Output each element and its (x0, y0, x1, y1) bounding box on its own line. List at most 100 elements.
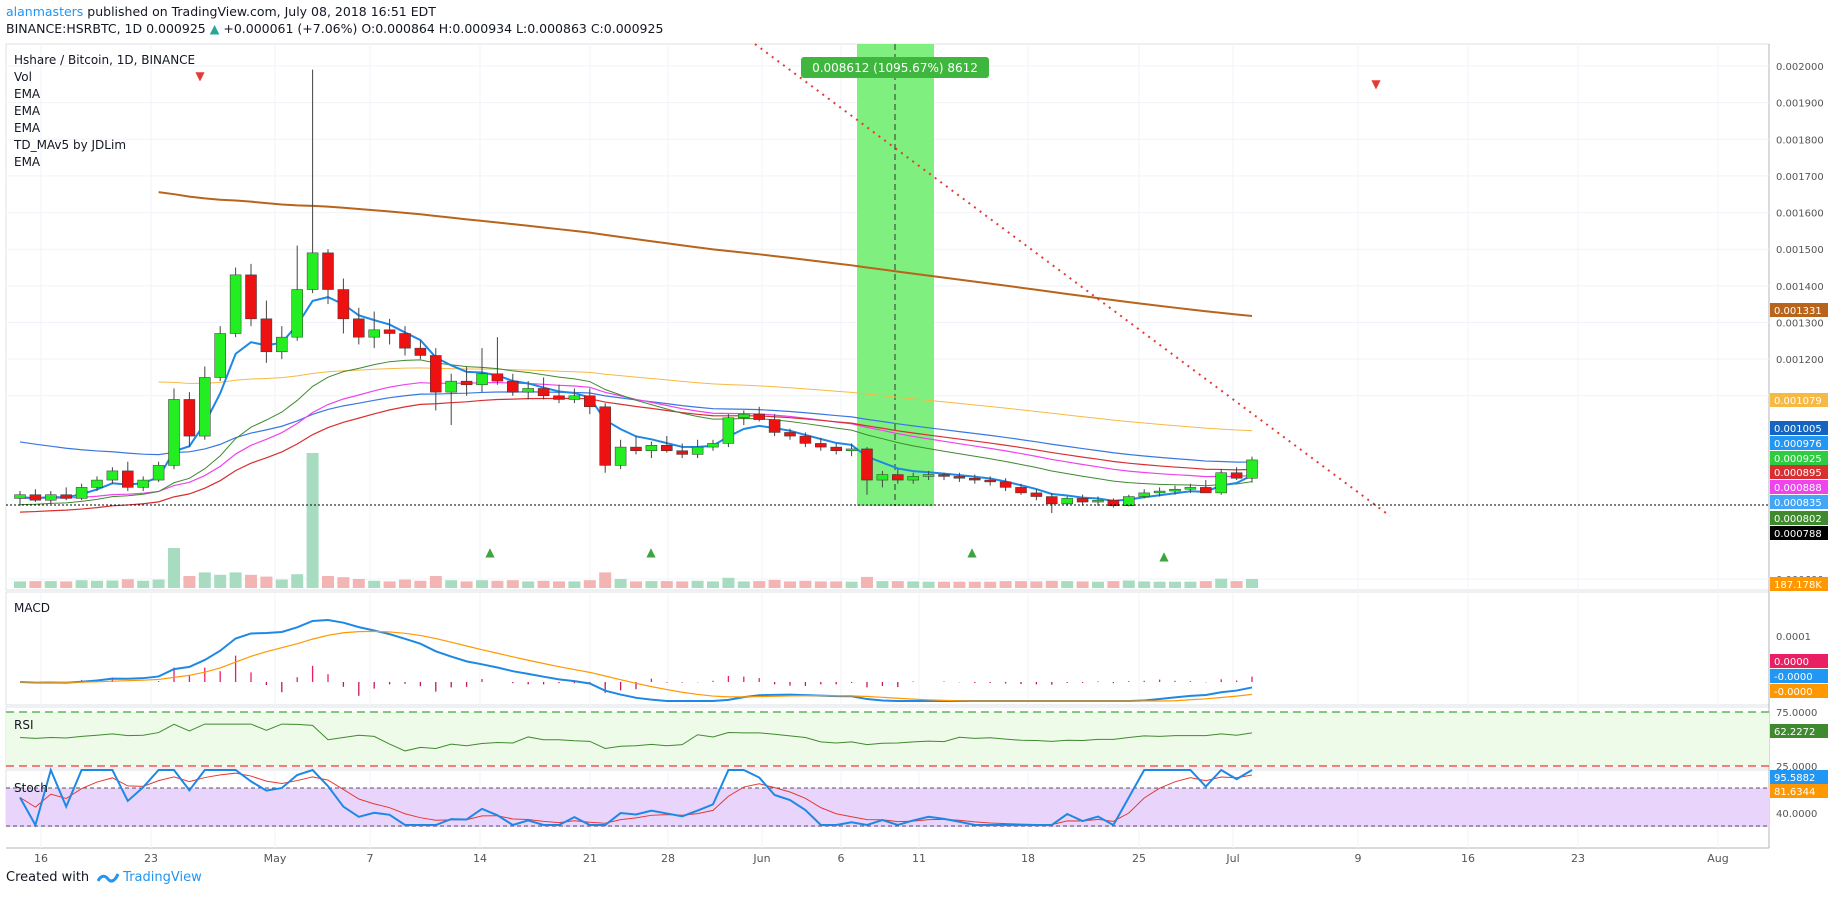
volume-bar (707, 581, 719, 588)
volume-bar (814, 581, 827, 588)
volume-bar (152, 579, 165, 588)
x-tick-label: 11 (912, 852, 926, 865)
y-tick-label: 0.001800 (1776, 135, 1824, 146)
volume-bar (660, 581, 673, 588)
tradingview-link[interactable]: TradingView (97, 870, 202, 885)
candle-down (584, 395, 596, 408)
volume-bar (861, 576, 873, 588)
volume-bar (799, 580, 812, 588)
volume-bar (1061, 581, 1074, 588)
volume-bar (1199, 581, 1212, 588)
macd-tag-bg (1770, 654, 1828, 668)
buy-arrow-icon: ▲ (967, 545, 977, 559)
rsi-line (19, 723, 1253, 752)
candle-down (999, 481, 1012, 488)
volume-bar (60, 581, 73, 588)
volume-bar (1230, 581, 1243, 588)
price-tag: 0.000976 (1774, 439, 1822, 450)
price-tag: 0.000802 (1774, 514, 1822, 525)
candle-down (537, 388, 550, 397)
macd-tag-bg (1770, 669, 1828, 683)
volume-bar (198, 572, 211, 588)
candle-up (276, 336, 288, 353)
legend-item[interactable]: TD_MAv5 by JDLim (13, 138, 126, 152)
candle-up (445, 380, 457, 393)
y-tick-label: 0.002000 (1776, 62, 1824, 73)
legend-item[interactable]: EMA (14, 121, 41, 135)
price-tag-bg (1770, 577, 1828, 591)
volume-bar (984, 581, 997, 588)
candle-down (183, 399, 196, 437)
candle-up (291, 289, 303, 338)
volume-bar (1122, 580, 1135, 588)
trendline[interactable] (754, 43, 1391, 517)
candle-up (91, 479, 103, 488)
volume-bar (137, 580, 150, 588)
legend-item[interactable]: Vol (14, 70, 32, 84)
candle-down (784, 432, 796, 437)
volume-bar (691, 580, 704, 588)
last-price: 0.000925 (146, 21, 206, 36)
legend-item[interactable]: EMA (14, 155, 41, 169)
volume-bar (368, 580, 381, 588)
candle-up (1061, 498, 1073, 505)
y-tick-label: 25.0000 (1776, 762, 1817, 773)
stoch-label[interactable]: Stoch (14, 781, 48, 795)
legend-item[interactable]: EMA (14, 87, 41, 101)
candle-down (430, 355, 442, 393)
candle-up (876, 474, 889, 481)
published-text: published on TradingView.com, July 08, 2… (87, 4, 436, 19)
volume-bar (845, 581, 858, 588)
volume-bar (414, 580, 427, 588)
price-tag: 0.000788 (1774, 529, 1822, 540)
volume-bar (306, 453, 319, 588)
candle-down (553, 395, 565, 400)
volume-bar (491, 580, 504, 588)
publish-line: alanmasters published on TradingView.com… (6, 4, 663, 20)
volume-bar (168, 548, 180, 588)
candle-up (306, 252, 319, 290)
candle-down (337, 289, 350, 320)
legend-item[interactable]: EMA (14, 104, 41, 118)
price-tag-bg (1770, 303, 1828, 317)
candle-down (892, 474, 904, 481)
x-tick-label: 18 (1021, 852, 1035, 865)
candle-down (1015, 487, 1027, 494)
price-tag-bg (1770, 436, 1828, 450)
candle-down (260, 318, 273, 353)
sell-arrow-icon: ▼ (195, 69, 205, 83)
candle-up (568, 395, 581, 400)
y-tick-label: 0.001700 (1776, 172, 1824, 183)
candle-down (60, 494, 72, 499)
candle-up (476, 373, 488, 386)
macd-signal-line (19, 630, 1253, 702)
candle-up (1123, 496, 1135, 506)
volume-bar (1030, 581, 1043, 588)
time-axis: 16 23 May 7 14 21 28 Jun 6 11 18 25 Jul 9 16 23 Aug (34, 852, 1729, 865)
volume-bar (429, 576, 442, 588)
volume-bar (583, 580, 596, 588)
candle-up (214, 333, 226, 378)
stoch-k-line (19, 766, 1253, 828)
candle-down (676, 450, 688, 455)
candle-down (768, 419, 781, 433)
price-tag-bg (1770, 495, 1828, 509)
author-link[interactable]: alanmasters (6, 4, 84, 19)
volume-bar (183, 576, 196, 588)
sell-arrow-icon: ▼ (1371, 77, 1381, 91)
candle-down (122, 470, 134, 488)
volume-bar (214, 574, 227, 588)
candle-down (599, 406, 611, 466)
buy-arrow-icon: ▲ (485, 545, 495, 559)
rsi-label[interactable]: RSI (14, 718, 34, 732)
y-tick-label: 0.001500 (1776, 245, 1824, 256)
candle-down (753, 413, 765, 420)
candle-down (414, 347, 427, 356)
macd-tag: -0.0000 (1774, 687, 1813, 698)
candle-up (152, 465, 165, 481)
macd-label[interactable]: MACD (14, 601, 50, 615)
volume-bar (14, 581, 26, 588)
moving-averages (19, 191, 1253, 513)
volume-bar (1015, 581, 1027, 588)
